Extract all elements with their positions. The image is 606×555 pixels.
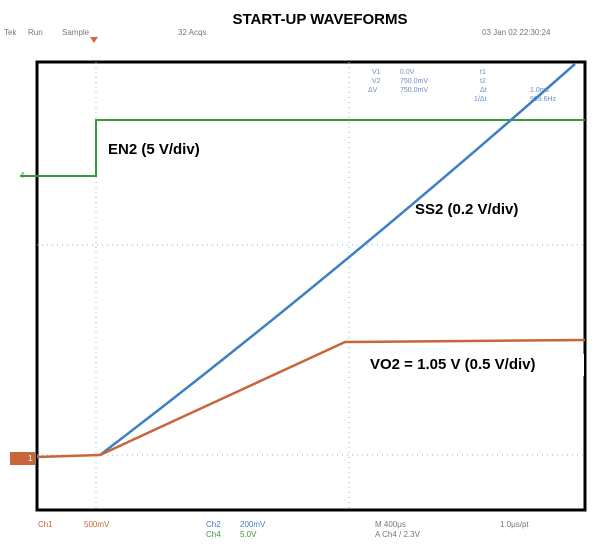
- footer-ch1-scale: 500mV: [84, 520, 110, 529]
- footer-rate: 1.0μs/pt: [500, 520, 529, 529]
- title: START-UP WAVEFORMS: [232, 11, 407, 28]
- cursor-label: t2: [480, 78, 486, 85]
- vo2-label: VO2 = 1.05 V (0.5 V/div): [370, 356, 536, 373]
- footer-ch4: Ch4: [206, 530, 221, 539]
- en2-label: EN2 (5 V/div): [108, 141, 200, 158]
- cursor-label: ΔV: [368, 87, 378, 94]
- footer-ch2: Ch2: [206, 520, 221, 529]
- footer-time: M 400μs: [375, 520, 406, 529]
- header-mode: Run: [28, 28, 43, 37]
- vo2-trace: [36, 338, 586, 459]
- header-acq: Sample: [62, 28, 90, 37]
- ss2-label: SS2 (0.2 V/div): [415, 201, 518, 218]
- cursor-label: V1: [372, 69, 381, 76]
- cursor-value: 0.0V: [400, 69, 415, 76]
- plot-frame: [35, 60, 587, 512]
- trigger-marker: [90, 37, 98, 43]
- ss2-trace: [99, 63, 576, 456]
- cursor-label: Δt: [480, 87, 487, 94]
- cursor-value: 999.6Hz: [530, 96, 557, 103]
- en2-trace: [20, 119, 585, 177]
- footer-trigger: A Ch4 / 2.3V: [375, 530, 421, 539]
- footer-ch1: Ch1: [38, 520, 53, 529]
- cursor-value: 750.0mV: [400, 87, 428, 94]
- header-date: 03 Jan 02 22:30:24: [482, 28, 551, 37]
- header-brand: Tek: [4, 28, 17, 37]
- header-count: 32 Acqs: [178, 28, 206, 37]
- ch1-marker: 1: [28, 454, 33, 463]
- footer-ch2-scale: 200mV: [240, 520, 266, 529]
- vo2-label-bg: [366, 354, 584, 376]
- ch4-marker: 4: [20, 171, 25, 180]
- cursor-label: t1: [480, 69, 486, 76]
- cursor-value: 750.0mV: [400, 78, 428, 85]
- cursor-label: V2: [372, 78, 381, 85]
- ch1-marker-box: [10, 452, 35, 465]
- footer-ch4-scale: 5.0V: [240, 530, 257, 539]
- cursor-label: 1/Δt: [474, 96, 487, 103]
- cursor-value: 1.0ms: [530, 87, 550, 94]
